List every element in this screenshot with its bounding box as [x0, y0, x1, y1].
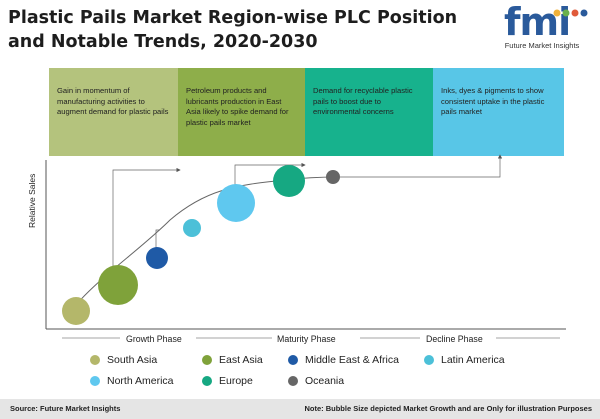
trend-box-4: Inks, dyes & pigments to show consistent…: [433, 68, 564, 156]
phase-decline: Decline Phase: [426, 334, 483, 344]
legend-item-middle-east-africa: Middle East & Africa: [288, 354, 399, 366]
legend-label: South Asia: [107, 354, 158, 366]
bubble-south-asia: [62, 297, 90, 325]
bubble-oceania: [326, 170, 340, 184]
legend-item-south-asia: South Asia: [90, 354, 157, 366]
footer: Source: Future Market Insights Note: Bub…: [0, 399, 600, 419]
legend-item-north-america: North America: [90, 375, 174, 387]
fmi-logo: fmi Future Market Insights: [490, 0, 594, 54]
bubble-middle-east-africa: [146, 247, 168, 269]
bubble-north-america: [217, 184, 255, 222]
legend-item-oceania: Oceania: [288, 375, 344, 387]
trend-box-3: Demand for recyclable plastic pails to b…: [305, 68, 433, 156]
legend-dot: [202, 376, 212, 386]
y-axis-label: Relative Sales: [27, 173, 37, 228]
callout-line-1: [112, 167, 181, 270]
bubble-latin-america: [183, 219, 201, 237]
bubble-europe: [273, 165, 305, 197]
legend-label: Latin America: [441, 354, 505, 366]
legend-item-europe: Europe: [202, 375, 253, 387]
legend-item-latin-america: Latin America: [424, 354, 505, 366]
logo-dots-icon: [553, 9, 588, 17]
trend-box-1: Gain in momentum of manufacturing activi…: [49, 68, 178, 156]
phase-maturity: Maturity Phase: [277, 334, 336, 344]
legend-label: Oceania: [305, 375, 345, 387]
page-title: Plastic Pails Market Region-wise PLC Pos…: [8, 8, 458, 52]
phase-growth: Growth Phase: [126, 334, 182, 344]
callout-line-4: [340, 154, 503, 178]
legend-dot: [90, 376, 100, 386]
footer-note: Note: Bubble Size depicted Market Growth…: [304, 404, 592, 413]
legend-dot: [90, 355, 100, 365]
legend-label: Europe: [219, 375, 253, 387]
logo-tagline: Future Market Insights: [504, 41, 580, 50]
bubble-east-asia: [98, 265, 138, 305]
callout-line-3: [234, 162, 306, 186]
legend-label: Middle East & Africa: [305, 354, 399, 366]
trend-box-2: Petroleum products and lubricants produc…: [178, 68, 305, 156]
legend-item-east-asia: East Asia: [202, 354, 263, 366]
legend-dot: [424, 355, 434, 365]
legend-dot: [202, 355, 212, 365]
legend-label: East Asia: [219, 354, 263, 366]
legend-label: North America: [107, 375, 174, 387]
logo-wordmark: fmi: [504, 0, 571, 44]
legend-dot: [288, 376, 298, 386]
legend-dot: [288, 355, 298, 365]
trend-boxes: Gain in momentum of manufacturing activi…: [49, 68, 564, 156]
footer-source: Source: Future Market Insights: [10, 404, 121, 413]
